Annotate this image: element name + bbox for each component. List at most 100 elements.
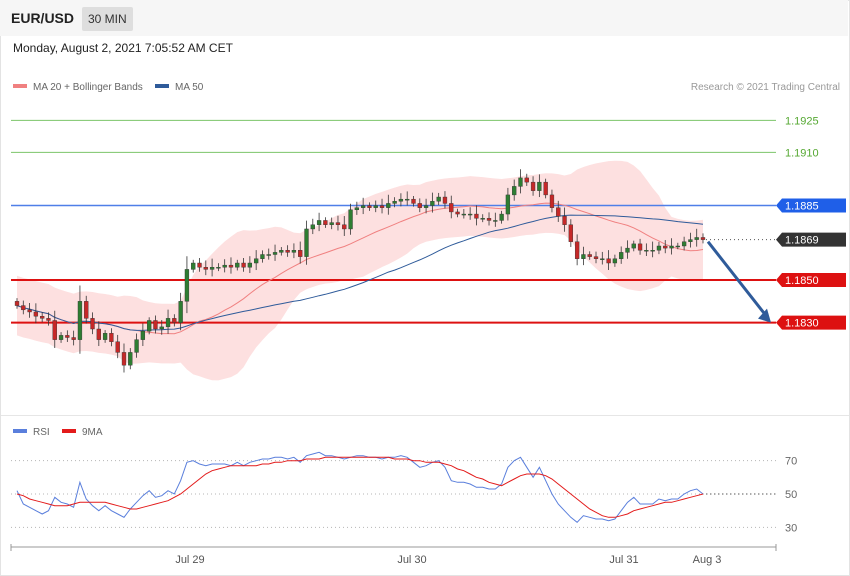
ma50-legend-swatch xyxy=(155,84,169,88)
candle xyxy=(373,200,378,213)
candle xyxy=(587,251,592,260)
candle xyxy=(65,330,70,342)
candle xyxy=(423,198,429,214)
candle xyxy=(637,238,643,255)
candle-body xyxy=(518,177,523,187)
candle-body xyxy=(455,211,460,215)
candle xyxy=(222,259,227,273)
candle xyxy=(153,315,158,334)
candle-body xyxy=(644,250,649,252)
level-label-1.1925: 1.1925 xyxy=(785,115,819,127)
candle-body xyxy=(235,262,240,268)
candle-body xyxy=(449,203,454,213)
candle xyxy=(316,212,322,232)
forecast-arrow-shaft xyxy=(706,240,768,317)
candle xyxy=(675,242,680,250)
candle xyxy=(109,328,114,347)
candle xyxy=(266,248,271,260)
symbol-label: EUR/USD xyxy=(11,10,75,26)
candle xyxy=(235,259,240,271)
candle-body xyxy=(499,213,504,221)
candle xyxy=(574,234,580,266)
candle-body xyxy=(310,224,315,230)
candle xyxy=(241,257,246,272)
candle-body xyxy=(694,237,699,240)
candle-body xyxy=(191,262,196,270)
timeframe-button[interactable]: 30 MIN xyxy=(82,7,133,31)
candle-body xyxy=(562,215,567,225)
candle xyxy=(543,178,548,199)
candle xyxy=(593,251,599,264)
candle-body xyxy=(65,335,70,338)
candle xyxy=(46,312,51,326)
candle xyxy=(694,228,699,247)
candle-body xyxy=(568,224,573,242)
ma50-legend-label: MA 50 xyxy=(175,82,204,93)
candle-body xyxy=(27,309,32,313)
candle xyxy=(512,179,517,201)
ma20-legend-label: MA 20 + Bollinger Bands xyxy=(33,82,143,93)
candle xyxy=(360,197,366,215)
candle-body xyxy=(423,205,429,208)
ma50-line xyxy=(16,214,704,331)
candle xyxy=(430,192,435,213)
candle-body xyxy=(178,301,183,323)
candle xyxy=(159,320,164,335)
time-tick-label: Jul 29 xyxy=(175,554,204,566)
candle-body xyxy=(159,326,164,330)
candle-body xyxy=(128,352,133,366)
candle-body xyxy=(480,218,485,220)
candle xyxy=(14,298,20,309)
candle xyxy=(524,173,529,186)
candle xyxy=(247,256,253,274)
candle-body xyxy=(360,205,366,208)
candle xyxy=(656,241,662,255)
candle xyxy=(398,193,404,207)
candle-body xyxy=(254,258,259,264)
candle-body xyxy=(593,256,599,259)
candle-body xyxy=(279,250,284,253)
rsi-tick-label-70: 70 xyxy=(785,456,797,468)
candle xyxy=(556,200,561,222)
candle-body xyxy=(675,245,680,248)
candle-body xyxy=(493,220,498,222)
candle xyxy=(121,343,127,373)
candle xyxy=(379,198,385,214)
candle xyxy=(392,197,397,208)
candle-body xyxy=(367,205,372,208)
rsi-tick-label-50: 50 xyxy=(785,489,797,501)
candle-body xyxy=(172,318,177,323)
candle xyxy=(58,332,64,343)
candle-body xyxy=(304,228,309,257)
candle-body xyxy=(373,205,378,208)
candle xyxy=(140,323,146,347)
candle xyxy=(644,243,649,256)
candle-body xyxy=(115,341,120,353)
rsi-legend-label: RSI xyxy=(33,427,50,438)
candle-body xyxy=(21,305,26,311)
candle-body xyxy=(688,239,693,242)
candle-body xyxy=(650,250,655,252)
candle xyxy=(581,246,586,266)
candle xyxy=(461,209,466,219)
candle xyxy=(102,330,108,343)
candle-body xyxy=(417,203,422,208)
candle-body xyxy=(587,254,592,257)
candle-body xyxy=(121,352,127,366)
candle-body xyxy=(430,201,435,206)
candle-body xyxy=(700,237,706,240)
candle xyxy=(279,247,284,256)
candle xyxy=(335,215,341,231)
candle-body xyxy=(612,258,618,264)
candle xyxy=(272,244,278,261)
candle xyxy=(619,246,624,264)
candle-body xyxy=(486,218,492,221)
candle xyxy=(474,205,479,226)
candle-body xyxy=(354,207,360,211)
candle xyxy=(178,292,183,331)
candle-body xyxy=(33,311,39,317)
datetime-label: Monday, August 2, 2021 7:05:52 AM CET xyxy=(13,41,233,55)
candle-body xyxy=(241,262,246,268)
